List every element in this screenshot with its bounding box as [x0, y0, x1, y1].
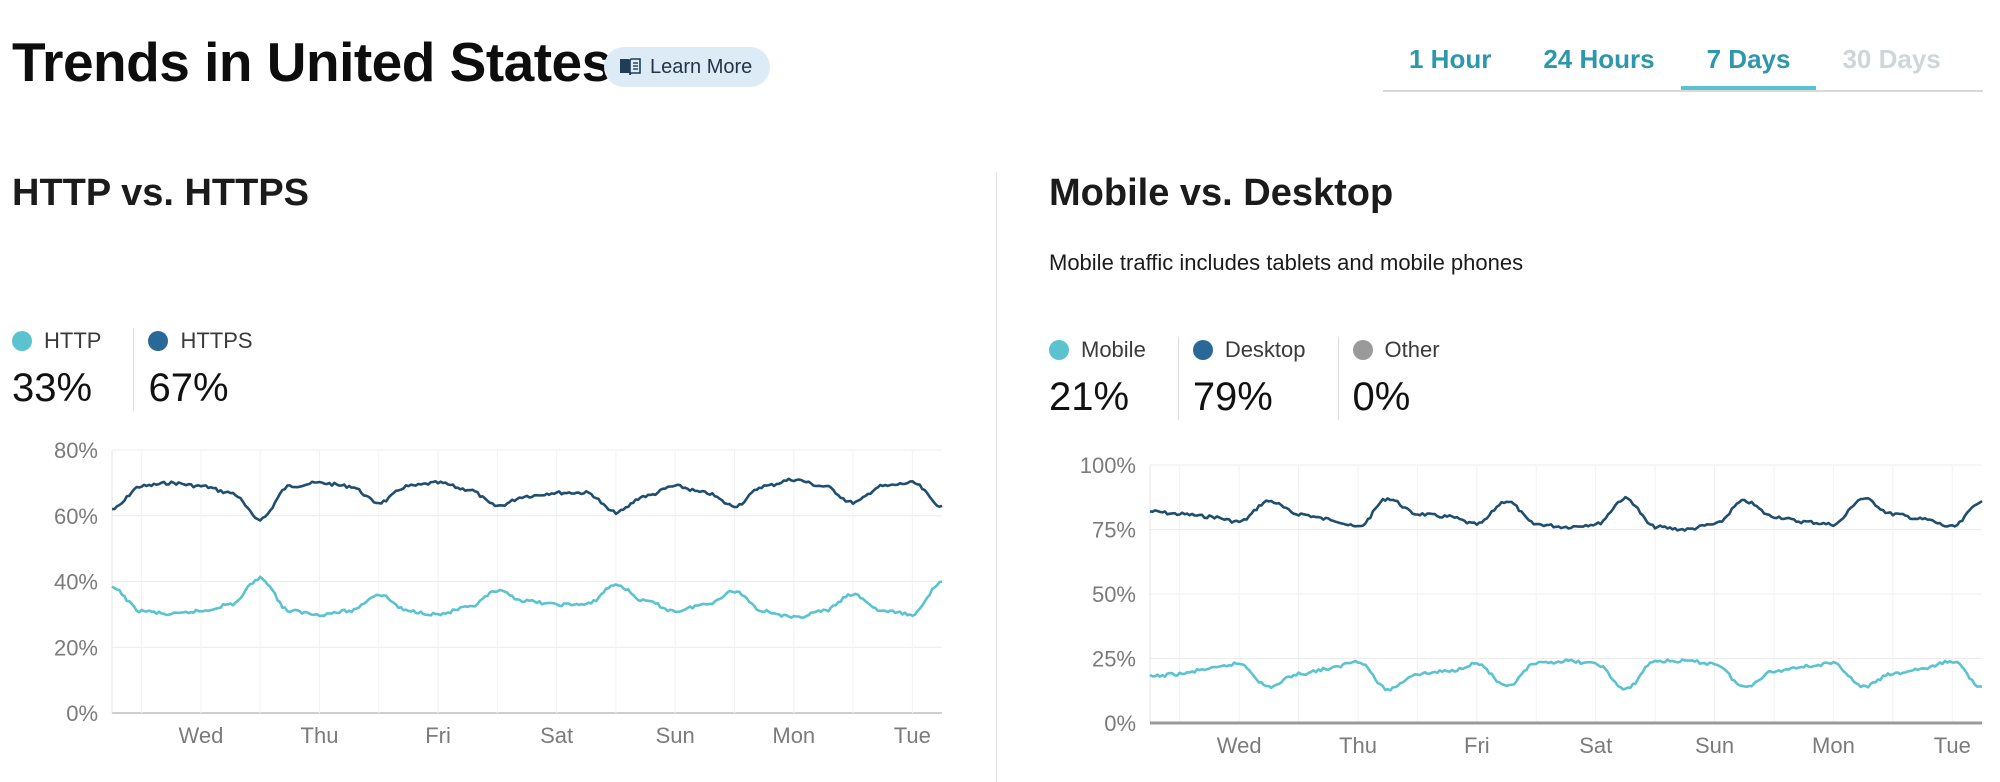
mobile-vs-desktop-subtitle: Mobile traffic includes tablets and mobi…: [1049, 250, 1524, 275]
legend-value-https: 67%: [148, 366, 229, 410]
y-tick-label: 80%: [54, 438, 98, 463]
panel-divider: [996, 172, 997, 782]
legend-label-mobile: Mobile: [1081, 337, 1146, 362]
desktop-color-dot: [1192, 340, 1213, 360]
y-tick-label: 50%: [1092, 582, 1136, 607]
http-https-legend: HTTP 33% HTTPS 67%: [12, 328, 285, 411]
legend-label-http: HTTP: [44, 328, 102, 353]
legend-label-other: Other: [1384, 337, 1440, 362]
legend-item-https: HTTPS 67%: [133, 328, 270, 411]
x-tick-label: Fri: [1464, 733, 1490, 758]
legend-label-desktop: Desktop: [1224, 337, 1306, 362]
series-line-desktop: [1149, 495, 1983, 532]
y-tick-label: 0%: [1104, 711, 1136, 736]
x-tick-label: Mon: [1812, 733, 1855, 758]
y-tick-label: 20%: [54, 635, 98, 660]
x-tick-label: Sat: [1579, 733, 1612, 758]
mobile-desktop-chart: 0% 25% 50% 75% 100% Wed Thu Fri Sat Sun Mon Tue: [1080, 453, 1983, 758]
legend-value-other: 0%: [1352, 375, 1411, 419]
x-tick-label: Wed: [1217, 733, 1262, 758]
y-tick-label: 75%: [1092, 518, 1136, 543]
time-range-tabs: 1 Hour 24 Hours 7 Days 30 Days: [1383, 42, 1983, 92]
mobile-vs-desktop-title: Mobile vs. Desktop: [1049, 172, 1394, 214]
http-color-dot: [12, 331, 32, 351]
other-color-dot: [1352, 340, 1373, 360]
series-line-mobile: [1149, 658, 1983, 692]
x-tick-label: Thu: [1339, 733, 1377, 758]
series-line-http: [111, 575, 943, 619]
y-tick-label: 40%: [54, 570, 98, 595]
x-tick-label: Tue: [894, 723, 931, 748]
http-https-chart: 0% 20% 40% 60% 80% Wed Thu Fri Sat Sun Mon Tue: [54, 438, 943, 748]
x-tick-label: Fri: [425, 723, 451, 748]
y-tick-label: 60%: [54, 504, 98, 529]
series-line-https: [111, 477, 943, 522]
legend-item-mobile: Mobile 21%: [1049, 337, 1164, 420]
x-tick-label: Thu: [301, 723, 339, 748]
tab-7-days[interactable]: 7 Days: [1680, 42, 1817, 90]
x-tick-label: Sat: [540, 723, 573, 748]
legend-item-desktop: Desktop 79%: [1177, 337, 1324, 420]
x-tick-label: Wed: [179, 723, 224, 748]
x-tick-label: Mon: [772, 723, 815, 748]
y-tick-label: 0%: [66, 701, 98, 726]
book-icon: [618, 57, 642, 77]
y-tick-label: 25%: [1092, 647, 1136, 672]
x-tick-label: Sun: [656, 723, 695, 748]
x-tick-label: Sun: [1695, 733, 1734, 758]
legend-value-mobile: 21%: [1049, 375, 1130, 419]
tab-30-days: 30 Days: [1842, 44, 1941, 74]
learn-more-button[interactable]: Learn More: [604, 47, 770, 87]
legend-value-http: 33%: [12, 366, 93, 410]
tab-24-hours[interactable]: 24 Hours: [1543, 44, 1655, 74]
page-title: Trends in United States: [12, 31, 612, 93]
mobile-desktop-legend: Mobile 21% Desktop 79% Other 0%: [1049, 337, 1472, 420]
mobile-color-dot: [1049, 340, 1069, 360]
tab-1-hour[interactable]: 1 Hour: [1409, 44, 1492, 74]
x-tick-label: Tue: [1934, 733, 1971, 758]
y-tick-label: 100%: [1080, 453, 1136, 478]
https-color-dot: [148, 331, 169, 351]
legend-value-desktop: 79%: [1192, 375, 1273, 419]
http-vs-https-title: HTTP vs. HTTPS: [12, 172, 310, 214]
legend-item-other: Other 0%: [1337, 337, 1458, 420]
learn-more-label: Learn More: [650, 55, 753, 78]
legend-label-https: HTTPS: [180, 328, 253, 353]
legend-item-http: HTTP 33%: [12, 328, 119, 411]
